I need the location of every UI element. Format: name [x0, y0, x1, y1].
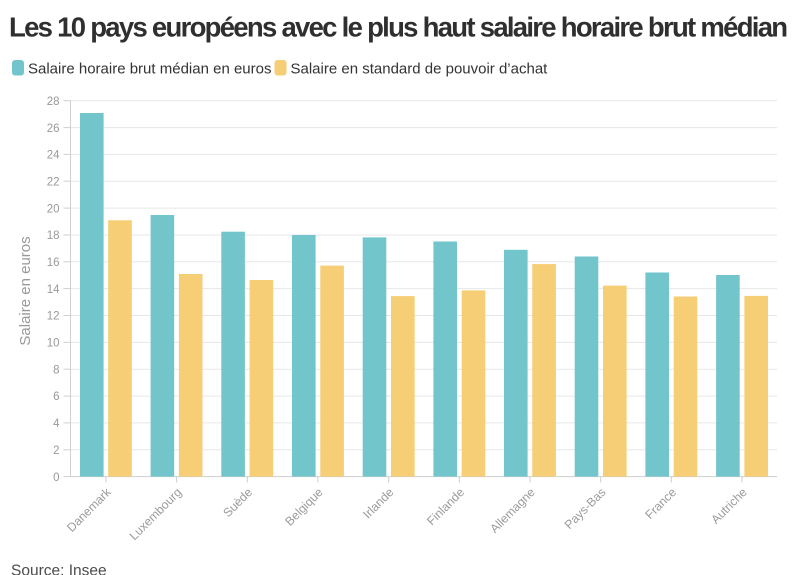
svg-text:0: 0 [53, 472, 59, 484]
svg-text:10: 10 [47, 338, 60, 350]
svg-text:24: 24 [47, 150, 60, 162]
svg-text:18: 18 [47, 230, 60, 242]
svg-text:Les 10 pays européens avec le: Les 10 pays européens avec le plus haut … [9, 11, 787, 42]
svg-text:4: 4 [53, 418, 60, 430]
svg-text:Salaire en standard de pouvoir: Salaire en standard de pouvoir d’achat [291, 61, 549, 78]
svg-text:8: 8 [53, 364, 59, 376]
svg-text:Salaire en euros: Salaire en euros [17, 236, 34, 345]
svg-text:14: 14 [47, 284, 60, 296]
svg-text:Salaire horaire brut médian en: Salaire horaire brut médian en euros [28, 61, 271, 78]
svg-text:26: 26 [47, 123, 60, 135]
svg-text:16: 16 [47, 257, 60, 269]
svg-text:12: 12 [47, 311, 60, 323]
svg-text:20: 20 [47, 203, 60, 215]
svg-text:Source: Insee: Source: Insee [11, 562, 107, 575]
svg-text:22: 22 [47, 176, 60, 188]
svg-text:28: 28 [47, 96, 60, 108]
svg-text:6: 6 [53, 391, 59, 403]
svg-text:2: 2 [53, 445, 59, 457]
